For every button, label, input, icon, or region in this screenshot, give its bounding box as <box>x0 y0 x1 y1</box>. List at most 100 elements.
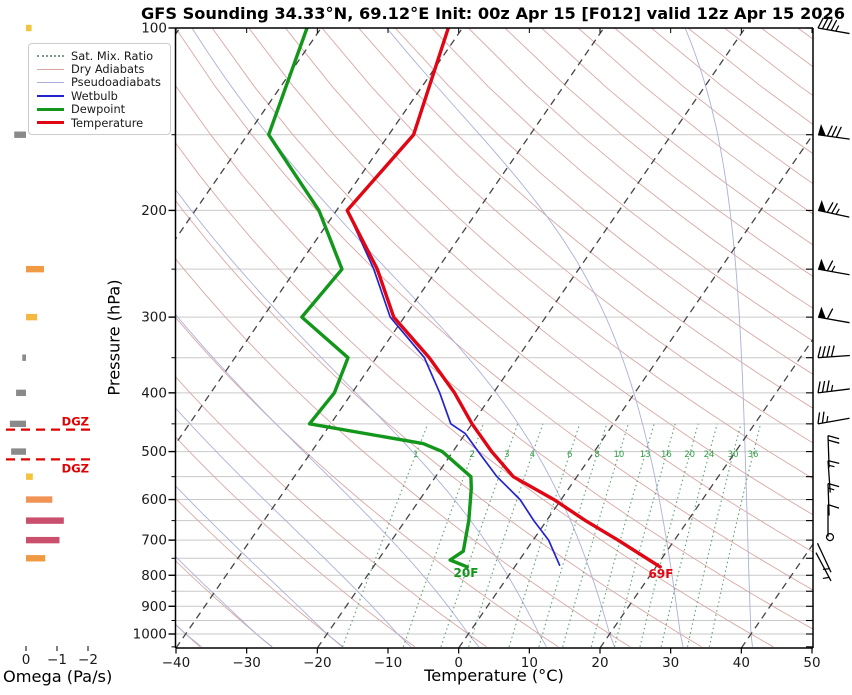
pressure-tick-label: 200 <box>141 203 167 219</box>
wind-barb <box>816 543 832 573</box>
mixing-ratio-line <box>440 423 519 647</box>
mixing-ratio-line <box>590 423 655 647</box>
mixing-ratio-label: 24 <box>704 450 715 460</box>
barb-pennant <box>818 199 826 213</box>
dry-adiabat-line <box>321 28 813 444</box>
temperature-tick-label: −20 <box>303 655 332 671</box>
barb-half <box>835 25 840 32</box>
temperature-tick-label: −10 <box>374 655 403 671</box>
wind-barb <box>827 504 840 537</box>
temperature-axis-label: Temperature (°C) <box>424 666 564 685</box>
temperature-tick-label: −40 <box>162 655 191 671</box>
omega-bar <box>26 265 44 273</box>
omega-bar <box>26 496 53 503</box>
page-title: GFS Sounding 34.33°N, 69.12°E Init: 00z … <box>141 4 845 23</box>
dry-adiabat-line <box>724 28 813 97</box>
omega-bar <box>14 131 26 138</box>
pseudoadiabat-line <box>822 28 852 647</box>
dgz-label: DGZ <box>62 461 89 475</box>
mixing-ratio-line <box>708 423 762 647</box>
isotherm-line <box>316 28 746 648</box>
barb-staff <box>817 354 850 359</box>
legend-item-dewpoint: Dewpoint <box>37 102 161 116</box>
dewpoint-line-sample <box>37 107 64 111</box>
pseudoadiabat-line <box>175 313 480 648</box>
barb-staff <box>817 134 850 140</box>
barb-staff <box>827 460 831 493</box>
legend-item-label: Temperature <box>71 115 144 130</box>
dry-adiabat-line <box>175 497 344 648</box>
pressure-tick-label: 400 <box>141 385 167 401</box>
mixing-ratio-line <box>660 423 718 647</box>
omega-tick-label: −2 <box>78 652 98 668</box>
dry-adiabat-line <box>394 28 813 375</box>
wind-barb <box>817 199 850 218</box>
legend-item-wetbulb: Wetbulb <box>37 88 161 103</box>
isotherm-line <box>740 542 813 648</box>
wind-barb <box>817 258 850 276</box>
mixing-ratio-label: 16 <box>661 450 672 460</box>
barb-full <box>831 125 838 137</box>
pressure-tick-label: 300 <box>141 310 167 326</box>
mixing-ratio-line <box>538 423 608 647</box>
pseudoadiabat-line <box>191 28 615 647</box>
pseudoadiabat-line <box>175 188 547 648</box>
barb-half <box>828 464 835 468</box>
pseudoadiabat-line <box>175 555 273 648</box>
mixing-ratio-label: 13 <box>640 450 651 460</box>
barb-full <box>821 380 826 393</box>
barb-full <box>835 126 842 138</box>
omega-bar <box>26 313 38 321</box>
omega-panel: 0 −1 −2 <box>9 24 98 668</box>
barb-full <box>830 19 838 31</box>
dry-adiabat-line <box>577 28 813 215</box>
dgz-label: DGZ <box>62 415 89 429</box>
pseudoadiabats-line-sample <box>37 81 64 83</box>
omega-tick-label: −1 <box>47 652 67 668</box>
dewpoint-curve <box>267 28 473 569</box>
mixing-ratio-label: 10 <box>613 450 624 460</box>
legend-item-label: Sat. Mix. Ratio <box>71 48 154 63</box>
barb-full <box>827 434 840 440</box>
surface-temperature-label: 69F <box>649 567 674 581</box>
pressure-tick-label: 500 <box>141 444 167 460</box>
isotherm-line <box>599 338 813 648</box>
wind-barb <box>815 552 832 582</box>
dry-adiabat-line <box>431 28 813 342</box>
barb-staff <box>817 417 850 425</box>
pressure-tick-label: 600 <box>141 492 167 508</box>
barb-full <box>827 482 840 488</box>
mixing-ratio-label: 6 <box>567 450 572 460</box>
omega-bar <box>16 389 26 397</box>
pressure-tick-label: 100 <box>141 21 167 37</box>
temperature-tick-label: 30 <box>662 655 679 671</box>
barb-staff <box>817 388 850 394</box>
wind-barb <box>817 124 850 140</box>
dry-adiabat-line <box>358 28 813 409</box>
dry-adiabat-line <box>687 28 813 125</box>
isotherm-line <box>175 28 605 648</box>
pseudoadiabat-line <box>386 28 684 647</box>
wind-barb <box>817 17 850 35</box>
mixing-ratio-line <box>508 423 581 647</box>
wetbulb-line-sample <box>37 94 64 97</box>
pressure-tick-label: 1000 <box>133 627 167 643</box>
sat-mix-ratio-line-sample <box>37 54 64 57</box>
isotherm-line <box>458 133 813 648</box>
dry-adiabat-line <box>834 28 852 647</box>
barb-pennant <box>818 258 826 271</box>
mixing-ratio-label: 1 <box>413 450 418 460</box>
legend-item-label: Wetbulb <box>71 88 118 103</box>
barb-pennant <box>818 306 826 319</box>
dry-adiabat-line <box>175 142 774 648</box>
barb-full <box>830 345 835 357</box>
mixing-ratio-line <box>468 423 544 647</box>
barb-full <box>821 411 825 424</box>
omega-bar <box>26 555 46 562</box>
barb-half <box>831 265 836 272</box>
mixing-ratio-line <box>562 423 629 647</box>
dry-adiabat-line <box>175 28 813 591</box>
